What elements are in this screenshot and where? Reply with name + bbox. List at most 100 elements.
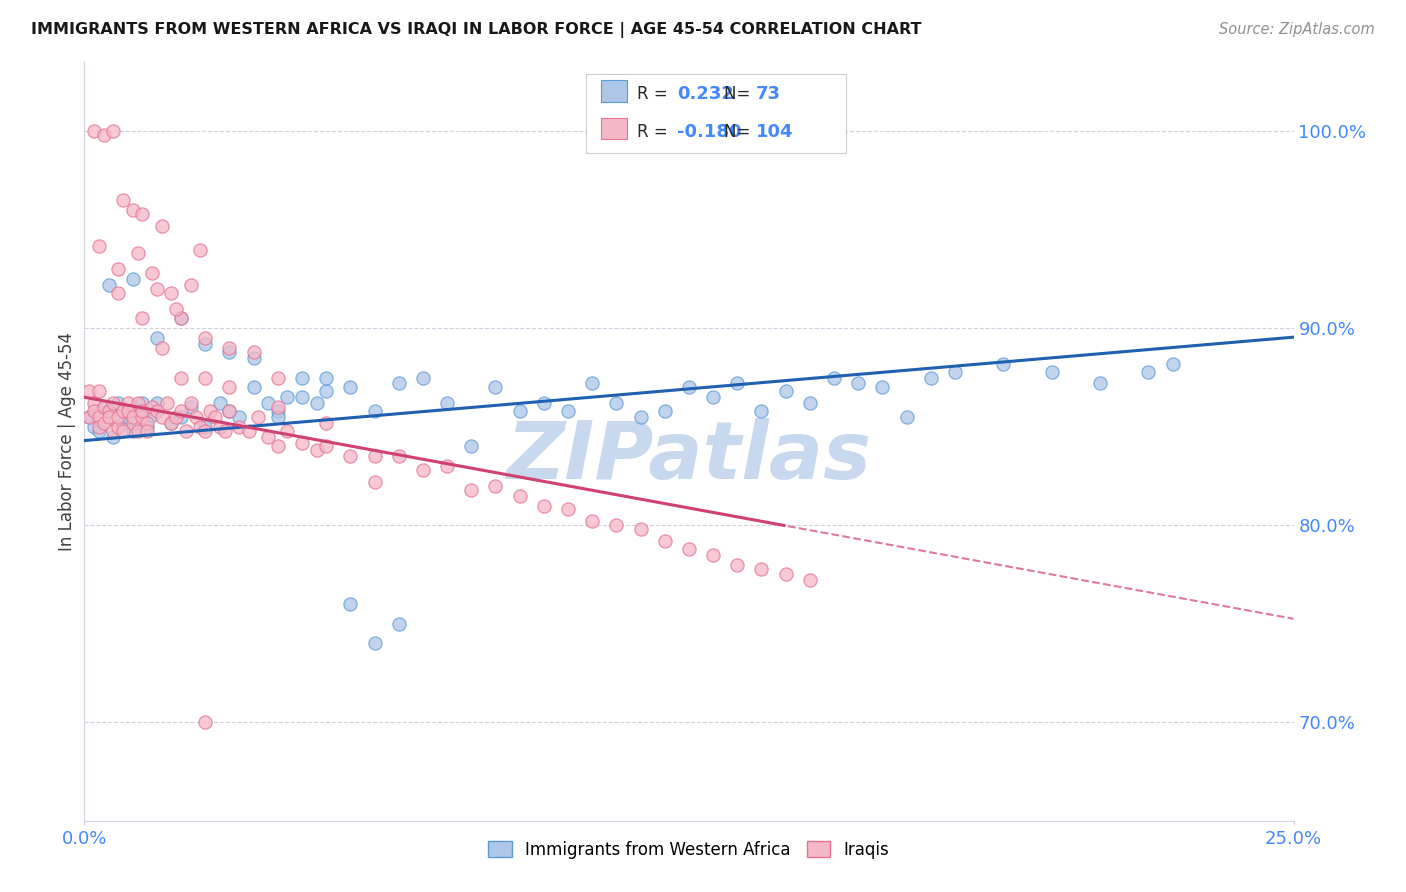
Point <box>218 404 240 418</box>
Point <box>678 380 700 394</box>
Point <box>208 419 231 434</box>
Point <box>218 404 240 418</box>
Point <box>872 380 894 394</box>
Point <box>581 514 603 528</box>
Point <box>242 351 264 365</box>
Point <box>180 400 202 414</box>
Point <box>194 715 217 730</box>
Point <box>363 404 385 418</box>
Text: R =: R = <box>637 86 673 103</box>
Text: -0.180: -0.180 <box>676 123 741 141</box>
Point <box>103 124 125 138</box>
Point <box>605 518 627 533</box>
Point <box>460 440 482 454</box>
Point <box>131 409 153 424</box>
Point <box>184 409 207 424</box>
Point <box>291 435 314 450</box>
Point <box>276 424 298 438</box>
Point <box>97 404 120 418</box>
Bar <box>600 118 627 139</box>
Point <box>1161 357 1184 371</box>
Text: 104: 104 <box>755 123 793 141</box>
Point <box>83 124 105 138</box>
Point <box>146 404 169 418</box>
Point <box>93 400 115 414</box>
Point <box>97 409 120 424</box>
Point <box>150 219 173 233</box>
Point <box>208 396 231 410</box>
Point <box>146 282 169 296</box>
Point <box>83 419 105 434</box>
Point <box>363 475 385 489</box>
Point <box>846 376 869 391</box>
Point <box>799 396 821 410</box>
Point <box>198 404 221 418</box>
Text: R =: R = <box>637 123 673 141</box>
Point <box>339 450 361 464</box>
Point <box>238 424 260 438</box>
Point <box>388 616 411 631</box>
Point <box>117 409 139 424</box>
Point <box>218 345 240 359</box>
Point <box>141 408 163 422</box>
Legend: Immigrants from Western Africa, Iraqis: Immigrants from Western Africa, Iraqis <box>482 834 896 865</box>
Text: ZIPatlas: ZIPatlas <box>506 417 872 496</box>
Point <box>630 522 652 536</box>
Point <box>136 416 159 430</box>
Point <box>509 489 531 503</box>
Point <box>194 337 217 351</box>
Point <box>170 409 193 424</box>
Point <box>920 370 942 384</box>
Point <box>141 266 163 280</box>
Point <box>654 533 676 548</box>
Point <box>775 567 797 582</box>
Point <box>315 416 337 430</box>
Text: N=: N= <box>724 123 755 141</box>
Point <box>117 396 139 410</box>
Point <box>112 416 135 430</box>
Point <box>180 277 202 292</box>
Point <box>1137 365 1160 379</box>
Point <box>305 443 328 458</box>
Point <box>136 419 159 434</box>
Point <box>103 424 125 438</box>
Point <box>174 424 197 438</box>
Point <box>107 285 129 300</box>
Point <box>170 311 193 326</box>
Point <box>150 341 173 355</box>
Point <box>412 370 434 384</box>
Point <box>146 396 169 410</box>
Point <box>160 285 183 300</box>
Point <box>412 463 434 477</box>
Point <box>388 376 411 391</box>
Point <box>725 558 748 572</box>
Point <box>121 203 143 218</box>
Point <box>107 396 129 410</box>
Point <box>112 404 135 418</box>
Point <box>242 380 264 394</box>
Point <box>678 541 700 556</box>
Point <box>702 390 724 404</box>
Point <box>155 396 177 410</box>
Point <box>170 404 193 418</box>
Point <box>97 404 120 418</box>
Text: IMMIGRANTS FROM WESTERN AFRICA VS IRAQI IN LABOR FORCE | AGE 45-54 CORRELATION C: IMMIGRANTS FROM WESTERN AFRICA VS IRAQI … <box>31 22 921 38</box>
Point <box>194 419 217 434</box>
Point <box>165 409 187 424</box>
Point <box>228 419 250 434</box>
Point <box>117 404 139 418</box>
Point <box>242 345 264 359</box>
Point <box>146 331 169 345</box>
Point <box>751 561 773 575</box>
Point <box>484 479 506 493</box>
Point <box>315 370 337 384</box>
Point <box>363 450 385 464</box>
Text: 0.232: 0.232 <box>676 86 734 103</box>
Point <box>190 243 212 257</box>
Point <box>339 380 361 394</box>
Point <box>228 409 250 424</box>
Bar <box>600 80 627 102</box>
Y-axis label: In Labor Force | Age 45-54: In Labor Force | Age 45-54 <box>58 332 76 551</box>
Point <box>107 419 129 434</box>
Point <box>436 459 458 474</box>
